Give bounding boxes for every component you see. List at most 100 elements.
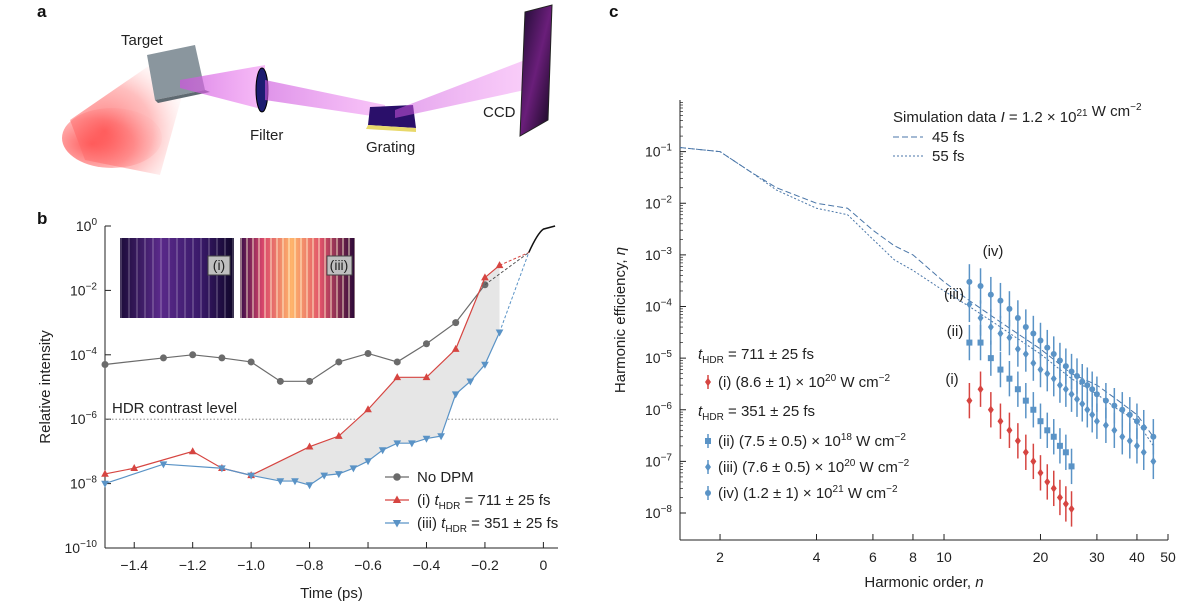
c-x-tick-label: 6 — [869, 549, 877, 565]
c-x-tick-label: 10 — [936, 549, 952, 565]
c-point-2 — [1037, 365, 1044, 374]
c-curve-label: (iv) — [983, 243, 1004, 260]
b-point-1 — [451, 344, 460, 352]
c-point-3 — [1044, 344, 1051, 351]
c-y-tick-label: 10−4 — [645, 298, 672, 315]
b-point-0 — [422, 340, 430, 348]
c-y-tick-label: 10−3 — [645, 246, 672, 263]
b-legend-label: No DPM — [417, 469, 474, 486]
c-legend-i: (i) (8.6 ± 1) × 1020 W cm−2 — [718, 373, 890, 391]
c-point-1 — [987, 355, 994, 362]
b-main-pulse — [528, 225, 556, 253]
c-point-3 — [1133, 418, 1140, 425]
inset-label-i: (i) — [213, 257, 225, 273]
c-y-tick-label: 10−5 — [645, 349, 672, 366]
b-point-1 — [305, 442, 314, 450]
c-point-1 — [1056, 442, 1063, 449]
b-point-2 — [408, 440, 416, 448]
b-point-2 — [218, 465, 226, 473]
b-point-0 — [247, 358, 255, 366]
label-grating: Grating — [366, 139, 415, 156]
b-point-2 — [334, 471, 343, 479]
c-point-0 — [987, 405, 994, 414]
label-filter: Filter — [250, 127, 283, 144]
c-legend-marker — [705, 438, 711, 444]
panel-b: b 10−10 10−8 10−6 10−4 10−2 100 −1.4 −1.2 −1.0 −0… — [37, 209, 558, 602]
c-point-2 — [1068, 390, 1075, 399]
harmonic-beam-2 — [265, 80, 385, 118]
c-x-tick-label: 2 — [716, 549, 724, 565]
c-point-0 — [1014, 436, 1021, 446]
b-point-1 — [364, 405, 372, 413]
c-point-0 — [1037, 468, 1044, 478]
b-point-2 — [481, 361, 489, 369]
b-x-tick-label: −0.4 — [413, 557, 441, 573]
c-sim-legend-title: Simulation data I = 1.2 × 1021 W cm−2 — [893, 102, 1142, 126]
b-point-0 — [306, 377, 314, 385]
b-legend-label: (i) tHDR = 711 ± 25 fs — [417, 492, 550, 512]
c-point-1 — [1044, 427, 1051, 434]
c-x-tick-label: 40 — [1129, 549, 1145, 565]
b-y-tick-label: 10−2 — [70, 281, 97, 298]
c-point-3 — [1062, 363, 1069, 370]
c-point-0 — [1030, 457, 1037, 466]
c-point-3 — [966, 278, 973, 285]
c-point-2 — [1133, 441, 1140, 451]
b-point-1 — [422, 373, 431, 381]
b-point-0 — [393, 358, 401, 366]
c-point-2 — [1140, 448, 1147, 457]
c-legend-marker — [705, 490, 711, 496]
c-y-axis-label: Harmonic efficiency, η — [612, 247, 629, 393]
b-point-0 — [276, 377, 284, 385]
c-point-1 — [1014, 386, 1021, 393]
panel-b-insets: (i) (iii) — [120, 238, 355, 318]
c-point-0 — [1056, 493, 1063, 502]
c-legend-iii: (iii) (7.6 ± 0.5) × 1020 W cm−2 — [718, 458, 910, 476]
c-point-1 — [1006, 375, 1013, 382]
c-sim-line-0 — [679, 147, 1154, 438]
b-point-2 — [159, 461, 168, 469]
c-point-0 — [1006, 426, 1013, 435]
b-point-2 — [320, 472, 329, 480]
b-legend-marker — [392, 519, 402, 528]
c-point-2 — [1089, 410, 1096, 419]
b-point-1 — [188, 447, 197, 455]
c-point-0 — [997, 417, 1004, 426]
c-x-tick-label: 4 — [813, 549, 821, 565]
c-x-tick-label: 50 — [1160, 549, 1176, 565]
c-point-3 — [977, 282, 984, 289]
b-legend-marker — [392, 495, 402, 504]
b-point-0 — [189, 351, 197, 359]
b-point-2 — [451, 391, 460, 399]
b-y-axis-label: Relative intensity — [37, 330, 54, 444]
c-point-2 — [1102, 421, 1109, 430]
b-x-tick-label: −0.2 — [471, 557, 499, 573]
c-point-2 — [1084, 405, 1091, 414]
c-point-0 — [1050, 484, 1057, 493]
c-point-3 — [1050, 351, 1057, 358]
c-x-tick-label: 30 — [1089, 549, 1105, 565]
c-y-tick-label: 10−1 — [645, 143, 672, 160]
c-point-1 — [997, 366, 1004, 373]
panel-c-plot: 10−8 10−7 10−6 10−5 10−4 10−3 10−2 10−1 2 4 6 8 10 20… — [612, 100, 1176, 591]
c-point-2 — [1126, 436, 1133, 446]
b-x-tick-label: −1.4 — [120, 557, 148, 573]
panel-b-letter: b — [37, 209, 47, 228]
c-point-1 — [966, 339, 973, 346]
b-red-extension — [499, 252, 529, 266]
c-point-2 — [977, 313, 984, 323]
b-x-axis-label: Time (ps) — [300, 585, 363, 602]
b-point-2 — [364, 458, 372, 466]
c-point-0 — [1062, 499, 1069, 509]
c-point-3 — [1056, 357, 1063, 364]
b-point-1 — [481, 273, 489, 281]
c-sim-line-1 — [679, 147, 1154, 447]
ccd-detector — [519, 4, 553, 137]
c-point-0 — [966, 396, 973, 405]
c-point-3 — [987, 291, 994, 298]
b-point-2 — [393, 440, 402, 448]
harmonic-beam-1 — [180, 65, 265, 110]
c-point-2 — [1022, 349, 1029, 359]
label-ccd: CCD — [483, 104, 516, 121]
c-point-3 — [1079, 378, 1086, 385]
